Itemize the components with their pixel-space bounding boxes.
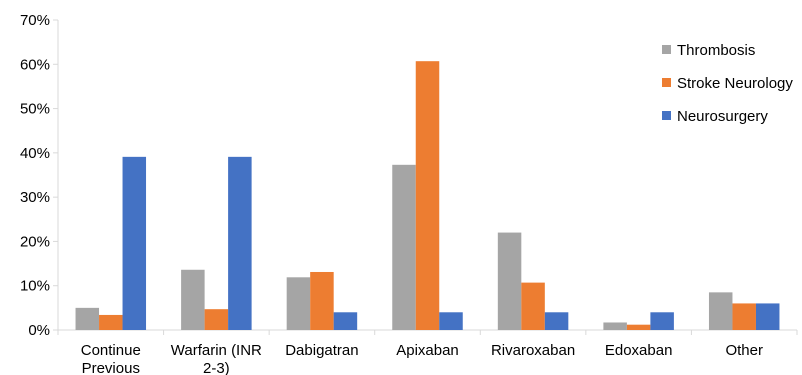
x-category-label: Other	[725, 342, 763, 359]
x-category-label: Edoxaban	[605, 342, 673, 359]
y-tick-label: 40%	[20, 145, 50, 162]
legend-label: Stroke Neurology	[677, 75, 793, 92]
legend-label: Neurosurgery	[677, 108, 768, 125]
x-category-label: Rivaroxaban	[491, 342, 575, 359]
bar-stroke-neurology	[415, 61, 440, 330]
bar-stroke-neurology	[310, 271, 334, 330]
y-tick-label: 30%	[20, 189, 50, 206]
x-category-label: Continue	[81, 342, 141, 359]
bar-stroke-neurology	[521, 282, 545, 330]
legend-swatch	[662, 45, 671, 54]
bars	[75, 61, 780, 330]
y-tick-label: 0%	[28, 322, 50, 339]
bar-thrombosis	[286, 277, 311, 330]
legend-label: Thrombosis	[677, 42, 755, 59]
bar-stroke-neurology	[99, 314, 123, 330]
bar-thrombosis	[181, 269, 205, 330]
bar-stroke-neurology	[626, 324, 651, 330]
legend-swatch	[662, 111, 671, 120]
x-category-label: Dabigatran	[285, 342, 358, 359]
x-category-label: Previous	[82, 360, 140, 375]
y-tick-label: 60%	[20, 56, 50, 73]
bar-neurosurgery	[755, 303, 780, 330]
legend-swatch	[662, 78, 671, 87]
x-category-label: 2-3)	[203, 360, 230, 375]
bar-thrombosis	[497, 232, 522, 330]
y-tick-label: 10%	[20, 278, 50, 295]
y-axis: 0% 10% 20% 30% 40% 50% 60% 70%	[20, 12, 59, 339]
bar-thrombosis	[392, 164, 416, 330]
y-tick-label: 70%	[20, 12, 50, 29]
bar-stroke-neurology	[204, 309, 229, 330]
bar-neurosurgery	[439, 312, 463, 330]
bar-thrombosis	[603, 322, 627, 330]
bar-neurosurgery	[333, 312, 358, 330]
bar-neurosurgery	[544, 312, 569, 330]
bar-neurosurgery	[650, 312, 674, 330]
legend: Thrombosis Stroke Neurology Neurosurgery	[662, 42, 793, 125]
y-tick-label: 50%	[20, 101, 50, 118]
x-category-label: Apixaban	[396, 342, 459, 359]
bar-stroke-neurology	[732, 303, 756, 330]
bar-thrombosis	[75, 307, 100, 330]
y-tick-label: 20%	[20, 233, 50, 250]
bar-thrombosis	[708, 292, 733, 330]
bar-neurosurgery	[228, 156, 252, 330]
bar-neurosurgery	[122, 156, 147, 330]
x-category-label: Warfarin (INR	[171, 342, 262, 359]
